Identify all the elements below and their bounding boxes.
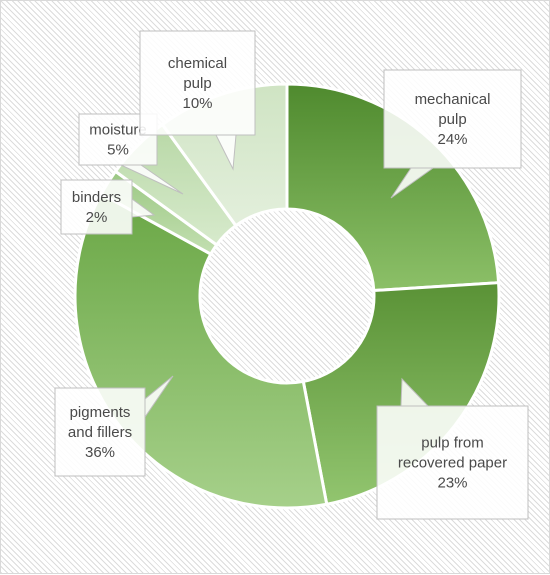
data-label-category: mechanical [415,91,491,108]
data-label-category: moisture [89,122,147,139]
data-label-value: 23% [437,475,467,492]
data-label-value: 36% [85,444,115,461]
callout-binders: binders 2% [60,179,156,235]
callout-mechanical-pulp: mechanical pulp 24% [383,69,522,199]
data-label-category: pulp [183,75,211,92]
data-label-category: binders [72,189,121,206]
data-label-category: chemical [168,55,227,72]
callout-box [139,30,256,136]
data-label-value: 5% [107,142,129,159]
slice-mechanical-pulp[interactable] [285,82,501,293]
data-label-category: pigments [70,404,131,421]
data-label-value: 10% [182,95,212,112]
callout-box [54,387,146,477]
data-label-value: 2% [86,209,108,226]
callout-box [60,179,133,235]
callout-box [383,69,522,169]
data-label-category: pulp from [421,435,484,452]
callout-box [376,405,529,520]
data-label-category: recovered paper [398,455,507,472]
data-label-category: pulp [438,111,466,128]
data-label-value: 24% [437,131,467,148]
data-label-category: and fillers [68,424,132,441]
callout-pigments-and-fillers: pigments and fillers 36% [54,375,174,477]
callout-chemical-pulp: chemical pulp 10% [139,30,256,171]
callout-pulp-from-recovered-paper: pulp from recovered paper 23% [376,377,529,520]
